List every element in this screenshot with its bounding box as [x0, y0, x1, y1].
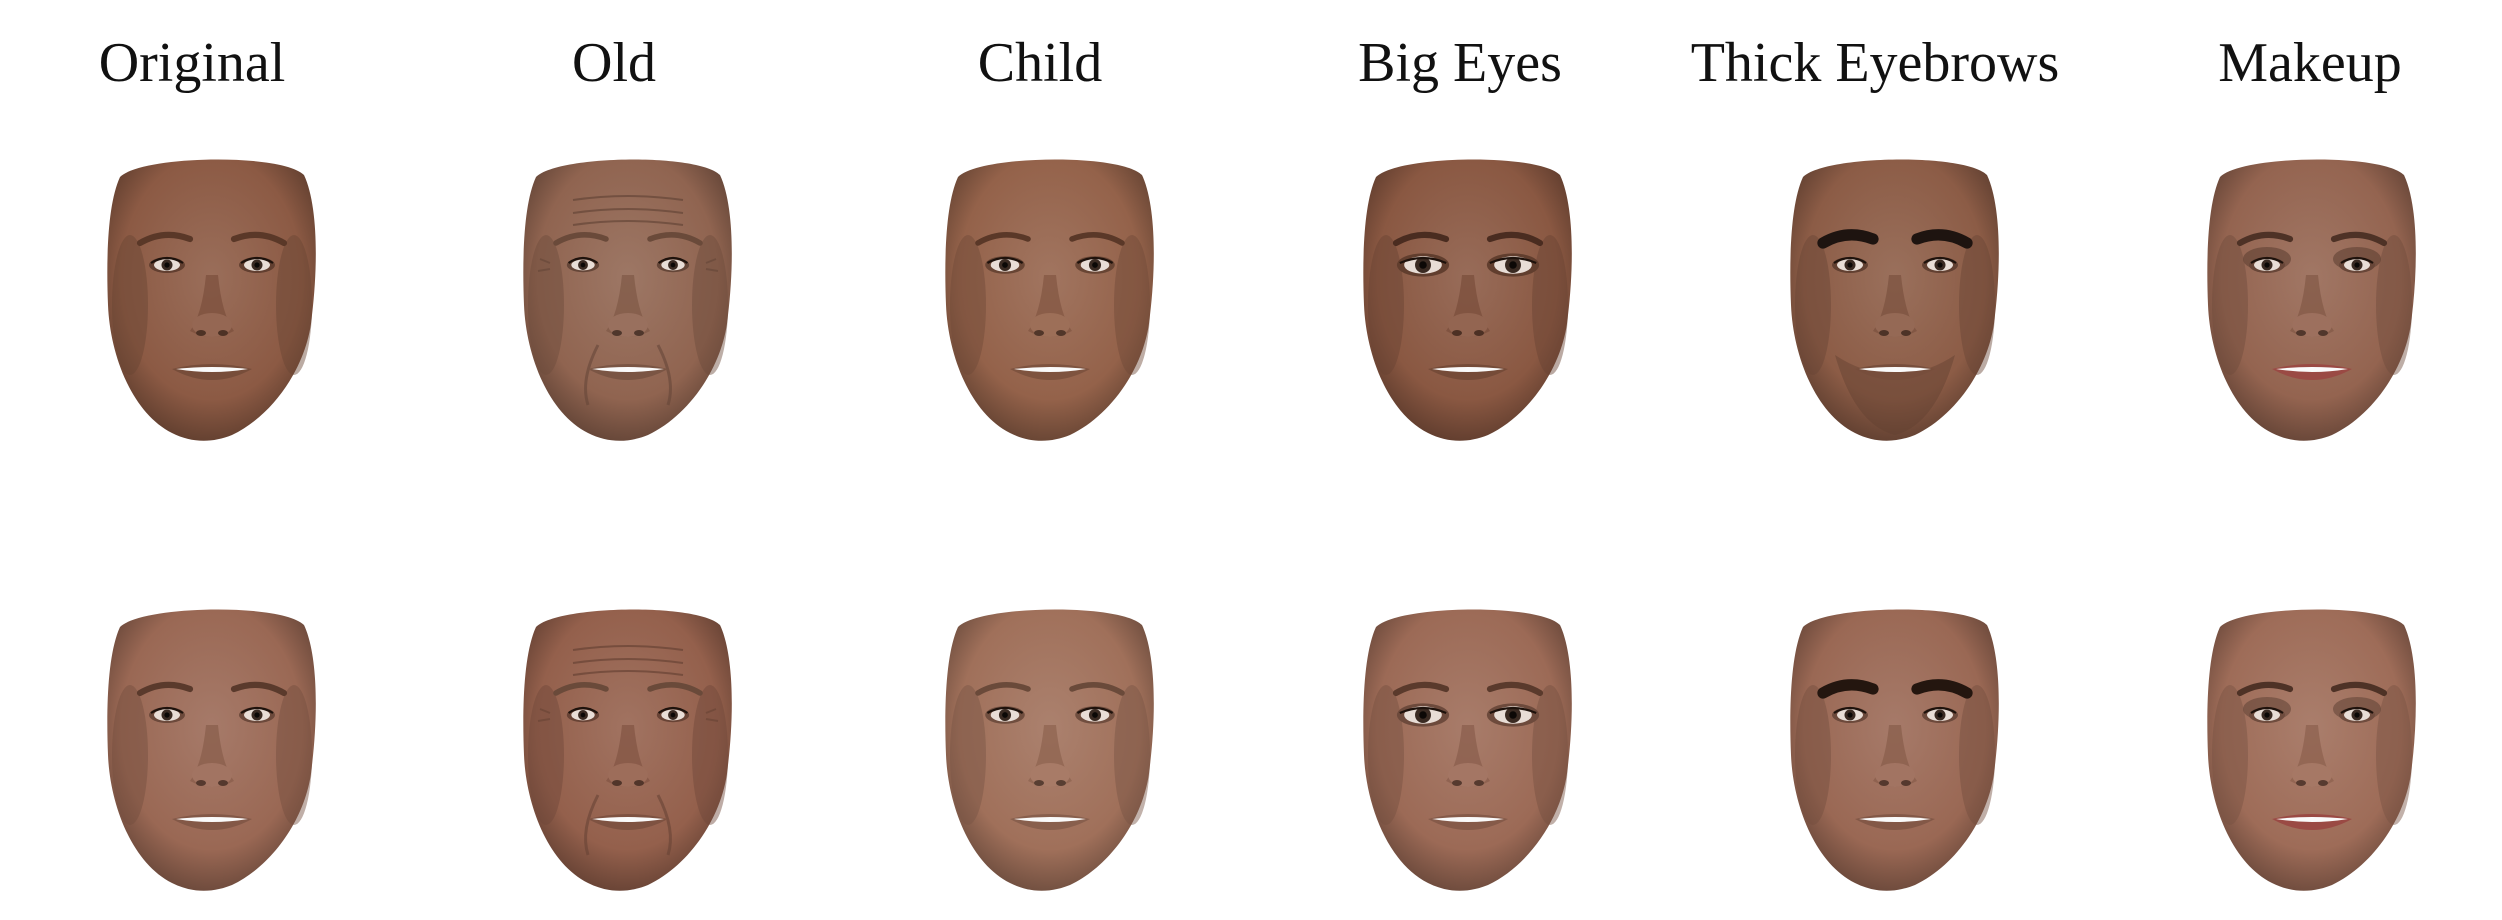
face-female-makeup: [2207, 609, 2416, 891]
face-female-child: [945, 609, 1154, 891]
right-eyebrow: [2330, 231, 2388, 247]
face-male-big-eyes: [1363, 159, 1572, 441]
face-male-child: [945, 159, 1154, 441]
right-eyebrow: [1486, 681, 1544, 697]
teeth: [1014, 817, 1086, 822]
left-eyebrow: [1817, 679, 1879, 699]
left-eyebrow: [975, 232, 1031, 246]
right-eyebrow: [1911, 679, 1973, 699]
teeth: [176, 367, 248, 372]
teeth: [176, 817, 248, 822]
teeth: [1014, 367, 1086, 372]
right-eyebrow: [1069, 232, 1125, 246]
face-male-old: [523, 159, 732, 441]
right-eyebrow: [230, 681, 288, 697]
face-female-old: [523, 609, 732, 891]
right-eyebrow: [1069, 682, 1125, 696]
left-eyebrow: [553, 232, 609, 246]
right-eyebrow: [2330, 681, 2388, 697]
left-eyebrow: [2236, 231, 2294, 247]
face-female-original: [107, 609, 316, 891]
teeth: [1432, 817, 1504, 822]
column-label-child: Child: [977, 32, 1103, 94]
teeth: [592, 367, 664, 372]
face-female-big-eyes: [1363, 609, 1572, 891]
face-male-makeup: [2207, 159, 2416, 441]
face-female-thick-eyebrows: [1790, 609, 1999, 891]
right-eyebrow: [647, 682, 703, 696]
teeth: [1859, 367, 1931, 372]
left-eyebrow: [1392, 681, 1450, 697]
column-label-old: Old: [572, 32, 656, 94]
left-eyebrow: [136, 681, 194, 697]
right-eyebrow: [1911, 229, 1973, 249]
left-eyebrow: [136, 231, 194, 247]
teeth: [2276, 817, 2348, 822]
stubble: [1835, 355, 1955, 435]
left-eyebrow: [975, 682, 1031, 696]
right-eyebrow: [1486, 231, 1544, 247]
left-eyebrow: [2236, 681, 2294, 697]
teeth: [2276, 367, 2348, 372]
face-male-thick-eyebrows: [1790, 159, 1999, 441]
column-label-big-eyes: Big Eyes: [1358, 32, 1562, 94]
right-eyebrow: [230, 231, 288, 247]
column-label-original: Original: [98, 32, 286, 94]
column-label-thick-eyebrows: Thick Eyebrows: [1690, 32, 2060, 94]
right-eyebrow: [647, 232, 703, 246]
column-label-makeup: Makeup: [2218, 32, 2402, 94]
teeth: [1859, 817, 1931, 822]
face-male-original: [107, 159, 316, 441]
left-eyebrow: [1817, 229, 1879, 249]
left-eyebrow: [1392, 231, 1450, 247]
left-eyebrow: [553, 682, 609, 696]
teeth: [1432, 367, 1504, 372]
teeth: [592, 817, 664, 822]
